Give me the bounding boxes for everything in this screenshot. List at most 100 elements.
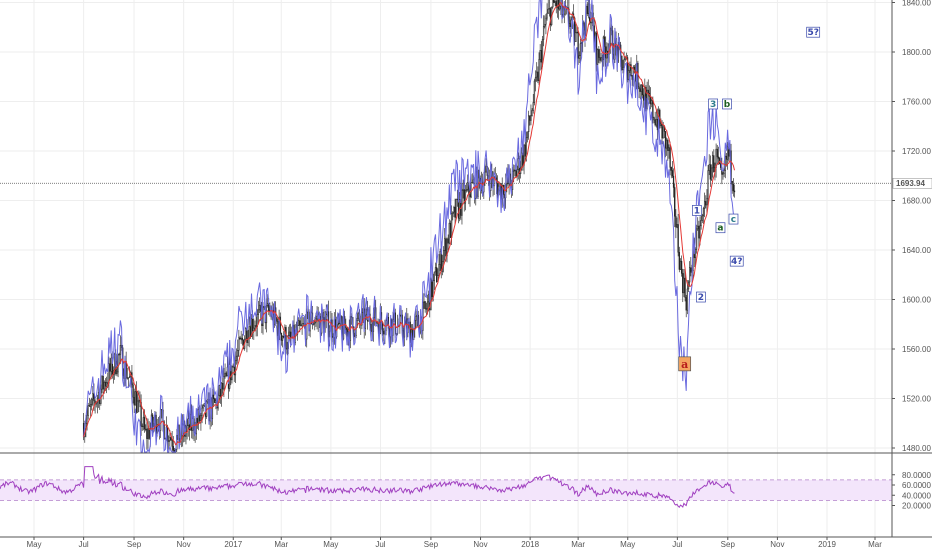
candle (631, 75, 633, 86)
candle (96, 394, 99, 414)
candle (316, 306, 318, 330)
wave-label-box (678, 356, 692, 372)
candle-body (731, 180, 733, 185)
candle-body (702, 208, 705, 217)
x-tick: 2017 (224, 537, 243, 549)
y-tick: 1720.00 (892, 147, 931, 156)
candle (516, 165, 518, 181)
candle (138, 390, 140, 413)
wave-label-text: 3 (710, 100, 716, 110)
candle (684, 268, 686, 302)
candle (531, 108, 533, 117)
candle-body (97, 392, 100, 399)
rsi-tick: 20.0000 (892, 502, 931, 511)
candle-body (325, 314, 327, 320)
wave-label: 1 (692, 205, 702, 216)
candle-body (587, 3, 590, 15)
y-tick-label: 1560.00 (902, 345, 931, 354)
candle-body (169, 437, 171, 441)
candle (705, 195, 707, 209)
candle (173, 448, 176, 452)
candle-body (552, 0, 554, 8)
candle-body (299, 320, 301, 326)
candle-body (710, 167, 713, 180)
candle-body (87, 405, 89, 416)
candle-body (689, 267, 691, 283)
candle (168, 435, 170, 452)
x-tick: May (620, 537, 635, 549)
candle-body (631, 75, 633, 80)
candle-body (254, 325, 256, 329)
candle (645, 85, 647, 112)
candle-body (281, 335, 284, 341)
candle-body (233, 365, 235, 376)
candle (537, 66, 539, 84)
candle (464, 184, 467, 211)
candle (674, 183, 676, 228)
x-tick-label: Sep (424, 540, 439, 549)
candle (641, 81, 644, 99)
x-tick: Jul (375, 537, 386, 549)
candle (689, 261, 691, 287)
candle-body (622, 67, 624, 71)
candle (686, 280, 689, 315)
candle (237, 339, 239, 365)
wave-label: b (722, 98, 732, 110)
x-tick: May (26, 537, 42, 549)
candle-body (173, 450, 176, 452)
candle (467, 174, 469, 192)
candle (598, 46, 600, 63)
candle (148, 421, 150, 440)
candle-body (541, 39, 544, 63)
candle (126, 367, 128, 380)
candle (651, 98, 653, 108)
candle (89, 399, 92, 417)
candle (133, 388, 135, 413)
candle (726, 141, 729, 170)
candle (717, 146, 720, 165)
candle-body (577, 31, 579, 59)
candle-body (661, 123, 663, 139)
candle (713, 149, 715, 173)
y-tick: 1800.00 (892, 48, 931, 57)
wave-label-box (728, 213, 739, 225)
candle (653, 116, 655, 124)
candle-body (283, 335, 285, 338)
y-axis-ticks: 2160.002120.002080.002040.002000.001960.… (892, 0, 931, 453)
candle-body (279, 316, 281, 334)
y-tick: 1680.00 (892, 197, 931, 206)
candle-body (235, 355, 238, 361)
candle (599, 48, 601, 64)
candle (202, 404, 204, 412)
x-tick: 2018 (521, 537, 540, 549)
candle-body (670, 167, 672, 171)
candle-body (695, 228, 698, 250)
candle (285, 325, 287, 354)
candle-body (119, 345, 122, 355)
candle-body (345, 327, 347, 331)
candle (438, 254, 440, 276)
candle-body (559, 5, 561, 10)
candle-body (89, 404, 92, 407)
wave-label-box (696, 291, 706, 303)
rsi-tick-label: 60.0000 (902, 481, 931, 490)
candle-body (712, 155, 714, 169)
x-tick-label: Jul (672, 540, 682, 549)
candle (554, 0, 556, 7)
x-tick-label: Mar (868, 540, 882, 549)
candle-body (132, 384, 134, 398)
candle (229, 353, 231, 392)
candle (446, 237, 448, 263)
candle (672, 168, 675, 198)
candle (118, 352, 120, 366)
candle-body (117, 354, 119, 373)
candle-body (196, 418, 199, 423)
x-tick-label: May (323, 540, 338, 549)
candle-body (603, 36, 606, 47)
candle-body (547, 8, 549, 14)
candle (710, 164, 713, 181)
candle (586, 1, 588, 17)
candle-body (557, 0, 560, 10)
candle-body (312, 322, 315, 325)
